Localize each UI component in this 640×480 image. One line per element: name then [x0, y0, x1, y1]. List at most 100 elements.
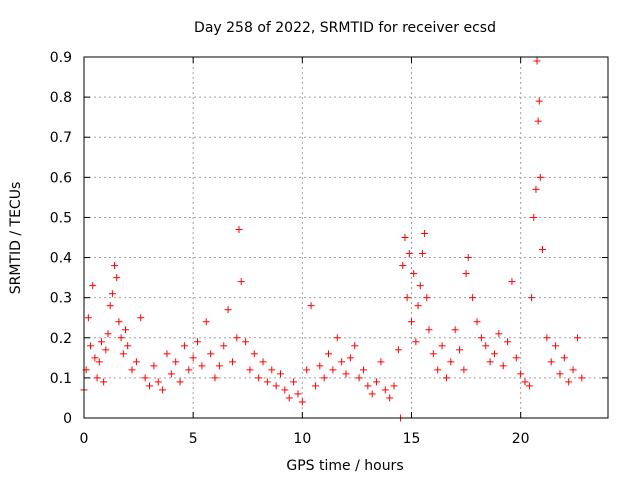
data-point: [97, 338, 105, 346]
data-point: [176, 378, 184, 386]
data-point: [486, 358, 494, 366]
data-point: [578, 374, 586, 382]
data-point: [167, 370, 175, 378]
data-point: [211, 374, 219, 382]
data-point: [307, 302, 315, 310]
data-point: [569, 366, 577, 374]
data-point: [113, 274, 121, 282]
data-point: [228, 358, 236, 366]
data-point: [104, 330, 112, 338]
y-axis-label: SRMTID / TECUs: [8, 182, 24, 295]
data-point: [525, 382, 533, 390]
data-point: [477, 334, 485, 342]
data-point: [405, 250, 413, 258]
data-point: [442, 374, 450, 382]
data-point: [224, 306, 232, 314]
data-point: [412, 338, 420, 346]
data-point: [512, 354, 520, 362]
data-point: [408, 318, 415, 326]
data-point: [115, 318, 123, 326]
data-point: [425, 326, 433, 334]
x-tick-label: 10: [293, 431, 311, 447]
data-point: [281, 386, 289, 394]
data-point: [534, 117, 542, 125]
data-point: [95, 358, 103, 366]
data-point: [220, 342, 228, 350]
data-point: [521, 378, 529, 386]
data-point: [351, 342, 359, 350]
y-tick-label: 0.6: [50, 170, 72, 186]
y-tick-label: 0.4: [50, 251, 72, 267]
data-point: [285, 394, 293, 402]
x-axis-label: GPS time / hours: [286, 458, 403, 474]
data-point: [495, 330, 503, 338]
data-points: [80, 57, 586, 422]
data-point: [128, 366, 136, 374]
data-point: [163, 350, 171, 358]
data-point: [102, 346, 110, 354]
data-point: [368, 390, 376, 398]
data-point: [539, 246, 546, 254]
data-point: [111, 262, 119, 270]
data-point: [194, 338, 202, 346]
data-point: [543, 334, 551, 342]
data-point: [202, 318, 210, 326]
data-point: [390, 382, 398, 390]
data-point: [268, 366, 276, 374]
data-point: [91, 354, 99, 362]
data-point: [246, 366, 254, 374]
data-point: [565, 378, 573, 386]
data-point: [346, 354, 354, 362]
data-point: [359, 366, 367, 374]
y-tick-label: 0: [63, 411, 72, 427]
chart-title: Day 258 of 2022, SRMTID for receiver ecs…: [194, 20, 496, 36]
data-point: [93, 374, 101, 382]
data-point: [237, 278, 245, 286]
data-point: [132, 358, 140, 366]
data-point: [198, 362, 206, 370]
data-point: [532, 185, 540, 193]
data-point: [401, 234, 409, 241]
data-point: [418, 250, 426, 258]
data-point: [119, 350, 127, 358]
data-point: [552, 342, 560, 350]
data-point: [416, 282, 424, 290]
data-point: [528, 294, 536, 302]
data-point: [121, 326, 129, 334]
data-point: [84, 314, 92, 322]
y-tick-label: 0.8: [50, 90, 72, 106]
data-point: [547, 358, 555, 366]
data-point: [154, 378, 162, 386]
data-point: [172, 358, 180, 366]
data-point: [255, 374, 263, 382]
data-point: [277, 370, 284, 378]
data-point: [272, 382, 280, 390]
data-point: [325, 350, 333, 358]
data-point: [89, 282, 97, 290]
data-point: [180, 342, 188, 350]
data-point: [290, 378, 298, 386]
data-point: [233, 334, 241, 342]
data-point: [399, 262, 407, 270]
data-point: [185, 366, 193, 374]
y-tick-label: 0.9: [50, 50, 72, 66]
plot-frame: [83, 56, 609, 419]
data-point: [462, 270, 470, 278]
data-point: [410, 270, 418, 278]
data-point: [434, 366, 442, 374]
data-point: [189, 354, 197, 362]
data-point: [530, 213, 538, 221]
data-point: [333, 334, 341, 342]
data-point: [311, 382, 319, 390]
data-point: [298, 398, 306, 406]
data-point: [141, 374, 149, 382]
data-point: [87, 342, 95, 350]
data-point: [329, 366, 337, 374]
data-point: [504, 338, 512, 346]
data-point: [100, 378, 108, 386]
data-point: [451, 326, 459, 334]
data-point: [447, 358, 455, 366]
data-point: [482, 342, 490, 350]
data-point: [573, 334, 581, 342]
data-point: [150, 362, 158, 370]
